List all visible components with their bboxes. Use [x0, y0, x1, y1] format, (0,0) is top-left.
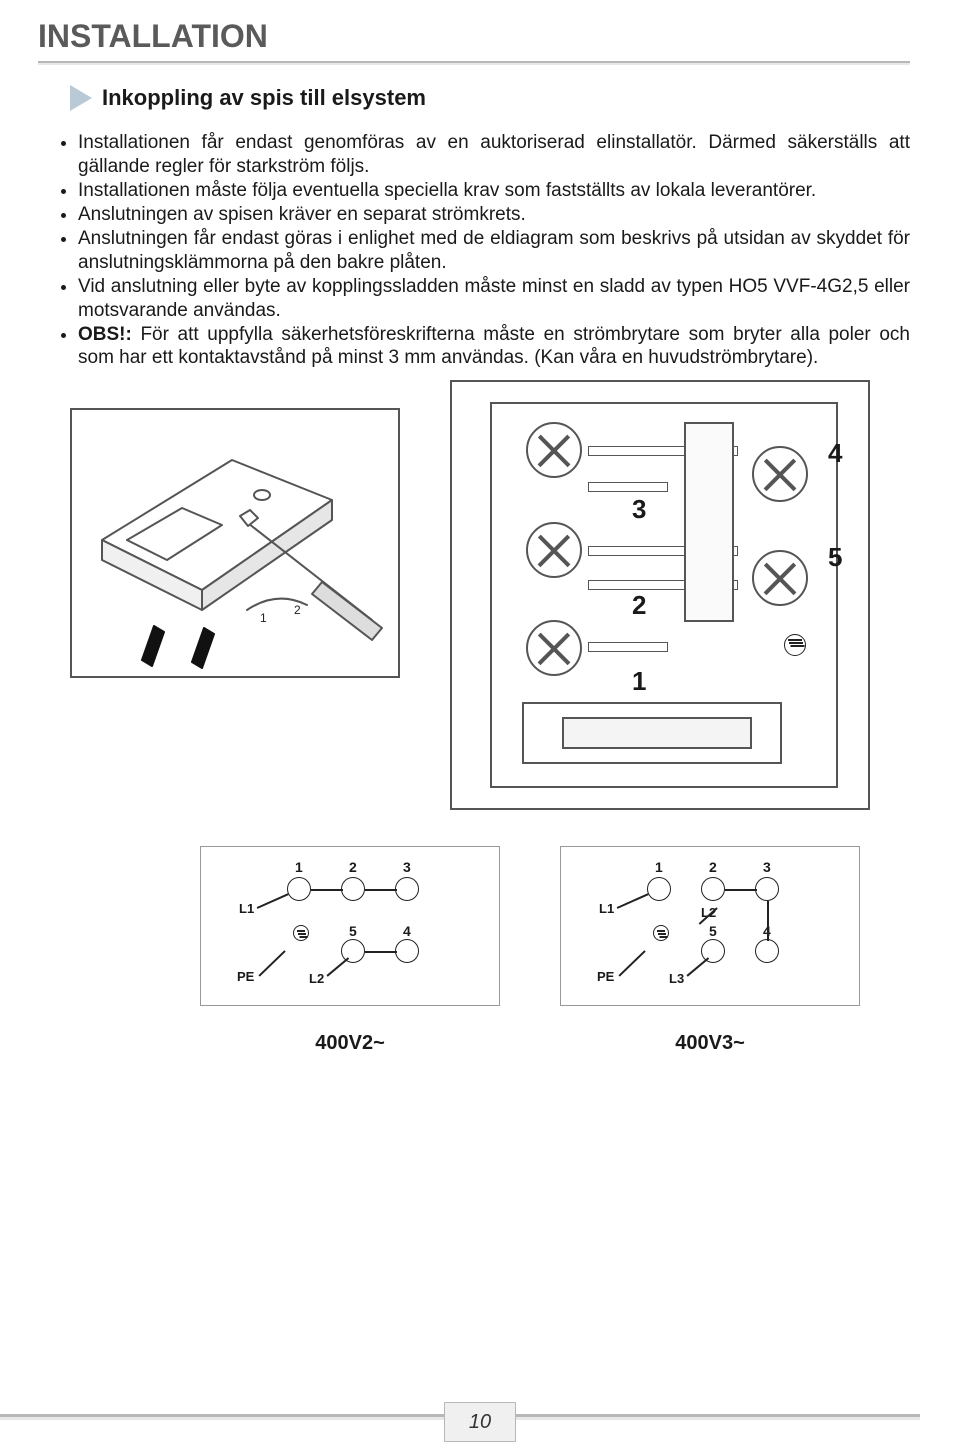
- wire-label: L1: [239, 901, 254, 916]
- bullet-item: Installationen får endast genomföras av …: [78, 131, 910, 179]
- term-num: 3: [763, 859, 771, 875]
- wiring-label: 400V2~: [200, 1032, 500, 1055]
- terminal-block-diagram: 1 2 3 4 5: [450, 380, 870, 810]
- play-arrow-icon: [70, 85, 92, 111]
- section-heading-row: Inkoppling av spis till elsystem: [0, 65, 960, 131]
- term-num: 1: [295, 859, 303, 875]
- wire-label: PE: [597, 969, 614, 984]
- bullet-item: Anslutningen får endast göras i enlighet…: [78, 227, 910, 275]
- screw-icon: [526, 522, 582, 578]
- bullet-item: Vid anslutning eller byte av kopplingssl…: [78, 275, 910, 323]
- term-num: 2: [709, 859, 717, 875]
- wiring-label: 400V3~: [560, 1032, 860, 1055]
- wire-label: PE: [237, 969, 254, 984]
- body-text: Installationen får endast genomföras av …: [0, 131, 960, 370]
- terminal-number: 2: [632, 590, 646, 621]
- bullet-item: Installationen måste följa eventuella sp…: [78, 179, 910, 203]
- obs-label: OBS!:: [78, 324, 132, 345]
- screw-icon: [526, 422, 582, 478]
- term-num: 4: [403, 923, 411, 939]
- screw-icon: [752, 446, 808, 502]
- obs-text: För att uppfylla säkerhetsföreskrifterna…: [78, 324, 910, 369]
- earth-icon: [653, 925, 669, 941]
- term-num: 1: [655, 859, 663, 875]
- wiring-diagram-400v3: 1 2 3 5 4 L1 L2 PE L3: [560, 846, 860, 1006]
- earth-icon: [293, 925, 309, 941]
- bullet-item: Anslutningen av spisen kräver en separat…: [78, 203, 910, 227]
- terminal-number: 3: [632, 494, 646, 525]
- term-num: 5: [709, 923, 717, 939]
- page-title: INSTALLATION: [0, 0, 960, 61]
- screw-icon: [526, 620, 582, 676]
- terminal-number: 1: [632, 666, 646, 697]
- cover-open-svg: 1 2: [72, 410, 402, 680]
- figures-row: 1 2 1 2 3 4 5: [0, 370, 960, 810]
- fine-label-1: 1: [260, 611, 267, 625]
- bullet-list: Installationen får endast genomföras av …: [50, 131, 910, 370]
- term-num: 2: [349, 859, 357, 875]
- terminal-number: 4: [828, 438, 842, 469]
- wire-label: L1: [599, 901, 614, 916]
- screw-icon: [752, 550, 808, 606]
- wire-label: L3: [669, 971, 684, 986]
- wiring-diagram-400v2: 1 2 3 5 4 L1 PE L2: [200, 846, 500, 1006]
- term-num: 3: [403, 859, 411, 875]
- terminal-number: 5: [828, 542, 842, 573]
- cover-open-diagram: 1 2: [70, 408, 400, 678]
- section-heading: Inkoppling av spis till elsystem: [102, 85, 426, 111]
- bullet-item: OBS!: För att uppfylla säkerhetsföreskri…: [78, 323, 910, 371]
- wiring-labels-row: 400V2~ 400V3~: [0, 1006, 960, 1055]
- wire-label: L2: [309, 971, 324, 986]
- wiring-row: 1 2 3 5 4 L1 PE L2 1 2 3 5 4 L1 L2: [0, 810, 960, 1006]
- page-number: 10: [444, 1402, 516, 1442]
- fine-label-2: 2: [294, 603, 301, 617]
- term-num: 5: [349, 923, 357, 939]
